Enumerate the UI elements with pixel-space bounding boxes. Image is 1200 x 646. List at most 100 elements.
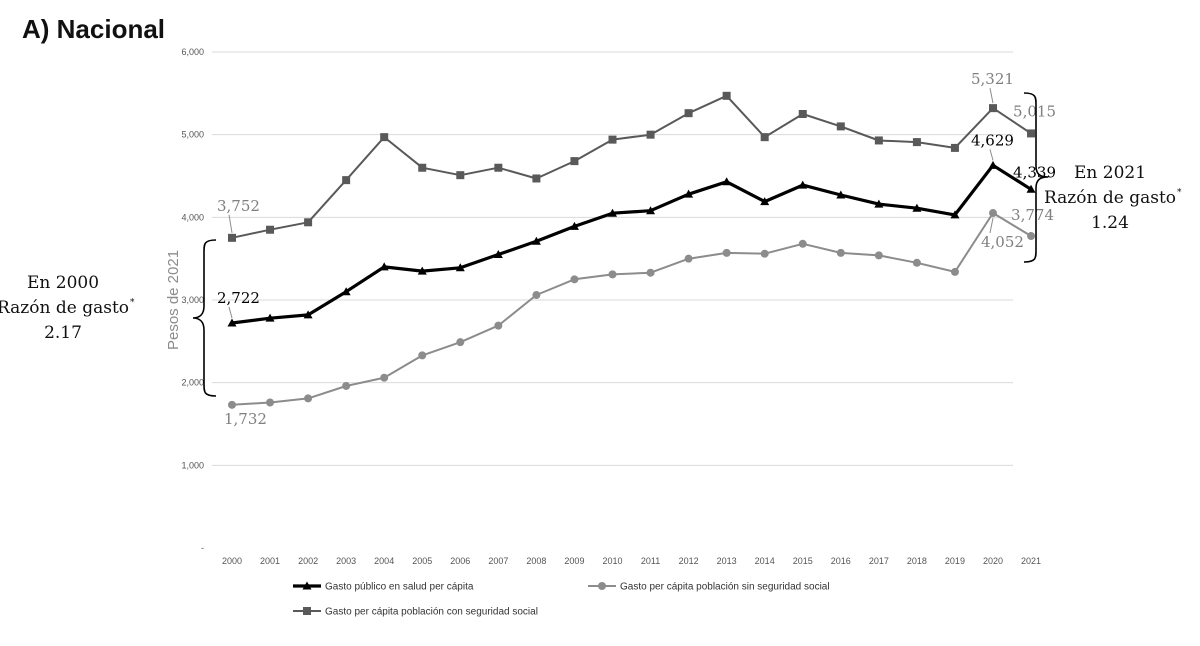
x-tick-label: 2018 <box>907 556 927 566</box>
annotation-footnote-mark: * <box>1177 188 1182 198</box>
data-point <box>341 287 351 296</box>
data-point <box>265 313 275 322</box>
data-point <box>380 133 389 142</box>
data-label: 5,015 <box>1013 102 1056 120</box>
data-point <box>570 157 579 166</box>
y-tick-label: 3,000 <box>181 295 204 305</box>
data-labels: 2,722 4,629 4,339 1,732 4,052 3,774 3,752 5,321… <box>217 70 1056 428</box>
legend-label: Gasto per cápita población sin seguridad… <box>620 582 830 593</box>
series-circle <box>228 209 1036 409</box>
data-label: 4,339 <box>1013 163 1056 181</box>
data-point <box>532 174 541 183</box>
legend-label: Gasto público en salud per cápita <box>325 582 474 593</box>
data-point <box>988 160 998 169</box>
data-point <box>228 400 236 409</box>
data-point <box>874 199 884 208</box>
x-tick-label: 2016 <box>831 556 851 566</box>
data-point <box>950 267 959 276</box>
y-tick-label: 4,000 <box>181 212 204 222</box>
data-point <box>417 266 427 275</box>
data-point <box>760 249 769 258</box>
data-point <box>304 394 313 403</box>
data-point <box>569 221 579 230</box>
data-point <box>531 236 541 245</box>
data-point <box>989 104 997 113</box>
series-triangle <box>227 160 1036 327</box>
y-tick-label: 2,000 <box>181 378 204 388</box>
series-line <box>231 94 1032 239</box>
data-point <box>646 130 655 139</box>
data-point <box>532 291 541 300</box>
data-point <box>494 321 503 330</box>
data-point <box>760 133 769 142</box>
data-point <box>608 270 617 279</box>
data-point <box>874 251 883 260</box>
legend-item: Gasto per cápita población con seguridad… <box>293 607 538 618</box>
data-point <box>228 233 236 242</box>
y-tick-label: 6,000 <box>181 47 204 57</box>
data-point <box>303 310 313 319</box>
leader-line <box>228 306 233 319</box>
x-tick-label: 2010 <box>602 556 622 566</box>
x-tick-label: 2021 <box>1021 556 1041 566</box>
y-axis-ticks: - 1,000 2,000 3,000 4,000 5,000 6,000 <box>181 47 204 553</box>
legend-item: Gasto público en salud per cápita <box>293 581 474 593</box>
x-tick-label: 2009 <box>564 556 584 566</box>
leader-line <box>989 217 994 234</box>
data-label: 3,774 <box>1011 206 1054 224</box>
x-tick-label: 2007 <box>488 556 508 566</box>
chart-title: A) Nacional <box>22 14 165 44</box>
leader-line <box>989 88 994 104</box>
data-point <box>722 248 731 257</box>
data-point <box>798 110 807 118</box>
legend-marker <box>302 581 312 590</box>
x-tick-label: 2013 <box>717 556 737 566</box>
x-tick-label: 2003 <box>336 556 356 566</box>
annotation-left-line: Razón de gasto <box>0 298 129 318</box>
data-point <box>418 163 427 172</box>
series-square <box>228 91 1036 242</box>
legend-marker <box>598 582 606 590</box>
data-point <box>456 338 465 347</box>
data-label: 4,052 <box>981 233 1024 251</box>
data-point <box>570 275 579 284</box>
data-point <box>304 218 313 227</box>
series-lines <box>227 91 1036 409</box>
annotation-left-line: 2.17 <box>44 323 82 343</box>
series-line <box>231 212 1032 406</box>
data-label: 5,321 <box>971 70 1014 88</box>
series-line <box>231 163 1032 325</box>
annotation-right-line: 1.24 <box>1091 213 1129 233</box>
data-point <box>684 254 693 263</box>
y-tick-label: 1,000 <box>181 460 204 470</box>
x-tick-label: 2020 <box>983 556 1003 566</box>
legend: Gasto público en salud per cápita Gasto p… <box>293 581 830 618</box>
y-tick-label: - <box>201 543 204 553</box>
data-point <box>684 109 693 118</box>
data-point <box>608 135 617 144</box>
x-tick-label: 2014 <box>755 556 775 566</box>
x-tick-label: 2012 <box>679 556 699 566</box>
data-label: 2,722 <box>217 289 260 307</box>
data-point <box>798 239 807 248</box>
data-point <box>646 206 656 215</box>
leader-line <box>228 214 233 233</box>
x-tick-label: 2015 <box>793 556 813 566</box>
right-brace <box>1023 92 1049 263</box>
data-point <box>950 210 960 219</box>
x-axis-ticks: 2000 2001 2002 2003 2004 2005 2006 2007 2008 2009… <box>222 556 1041 566</box>
data-point <box>836 122 845 131</box>
data-point <box>836 190 846 199</box>
legend-marker <box>303 607 311 615</box>
data-point <box>380 373 389 382</box>
x-tick-label: 2005 <box>412 556 432 566</box>
legend-label: Gasto per cápita población con seguridad… <box>325 607 538 618</box>
data-point <box>455 263 465 272</box>
data-point <box>494 163 503 172</box>
data-point <box>912 203 922 212</box>
x-tick-label: 2000 <box>222 556 242 566</box>
data-point <box>989 209 997 218</box>
